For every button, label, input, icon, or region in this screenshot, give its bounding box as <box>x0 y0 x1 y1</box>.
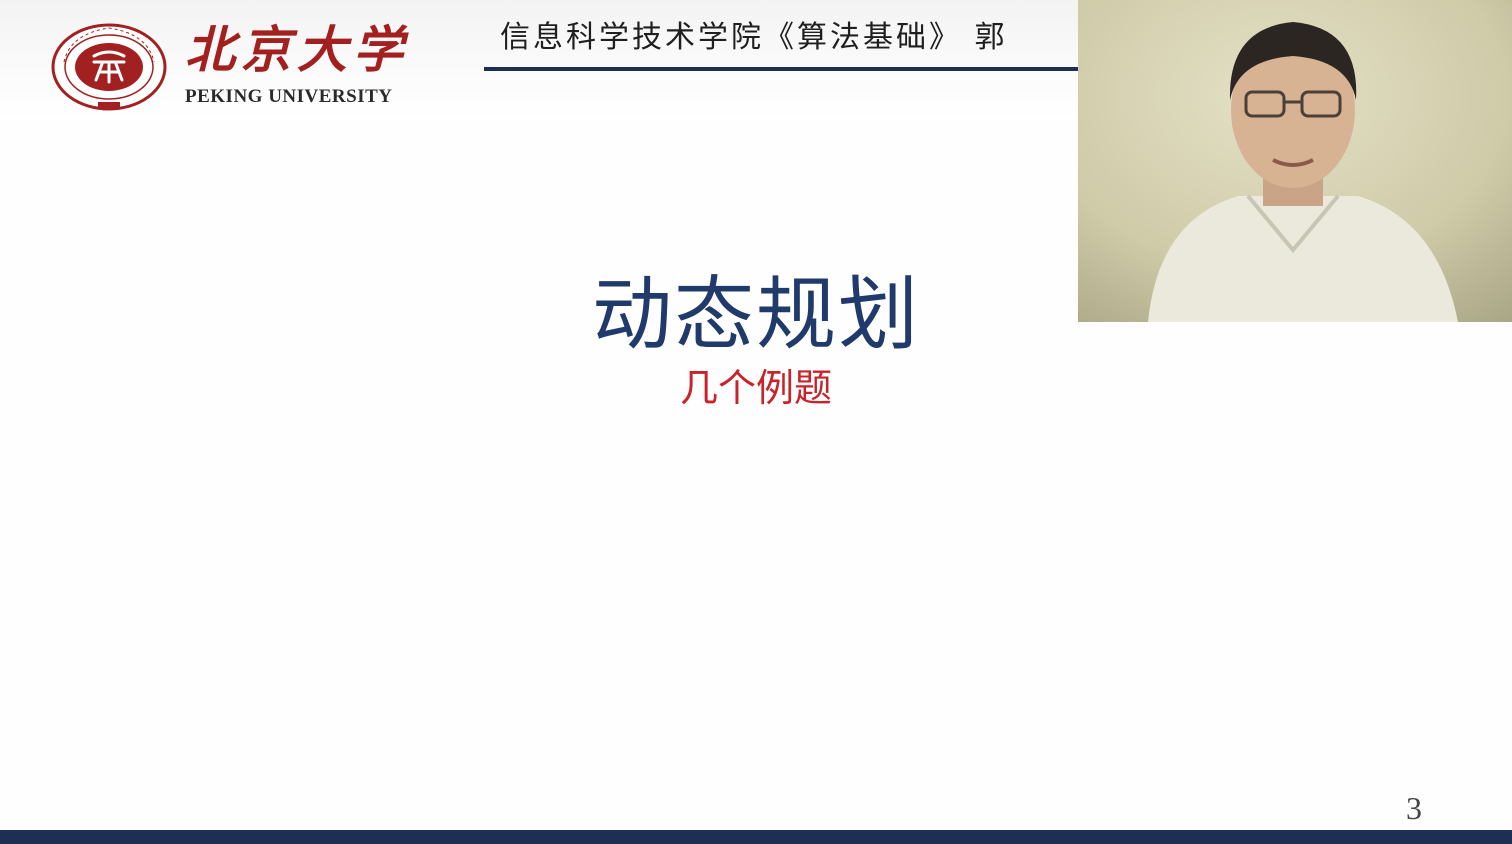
presenter-video[interactable] <box>1078 0 1512 322</box>
footer-bar <box>0 830 1512 844</box>
university-name-en: PEKING UNIVERSITY <box>185 86 393 107</box>
university-name-cn: 北京大学 <box>185 20 409 79</box>
presenter-video-frame <box>1078 0 1512 322</box>
header-divider <box>484 67 1084 71</box>
slide-subtitle: 几个例题 <box>679 366 832 410</box>
course-title: 信息科学技术学院《算法基础》 郭 <box>500 20 1008 55</box>
peking-university-seal-icon <box>51 23 167 111</box>
page-number: 3 <box>1406 790 1422 826</box>
slide-title: 动态规划 <box>592 268 920 361</box>
